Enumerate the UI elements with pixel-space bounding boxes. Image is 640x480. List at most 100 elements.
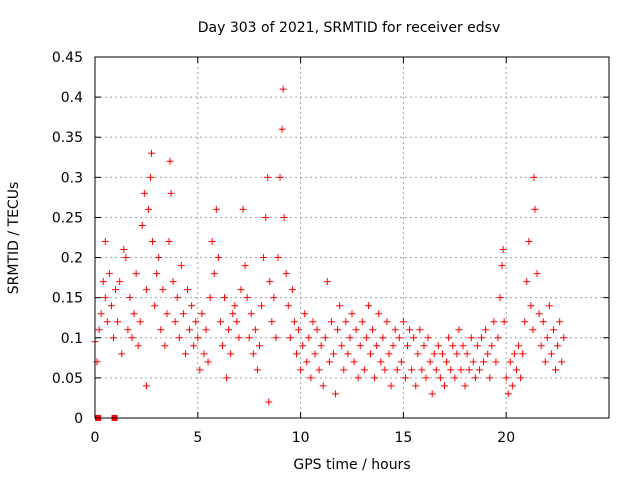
y-tick-label: 0.05 — [52, 371, 83, 387]
data-point — [463, 350, 471, 358]
data-point — [488, 342, 496, 350]
data-point — [354, 374, 362, 382]
data-point — [531, 205, 539, 213]
data-point — [241, 262, 249, 270]
data-point — [329, 350, 337, 358]
data-point — [235, 334, 243, 342]
data-point — [136, 318, 144, 326]
data-point — [278, 125, 286, 133]
data-point — [549, 326, 557, 334]
y-tick-label: 0 — [74, 411, 83, 427]
data-point — [272, 334, 280, 342]
data-point — [177, 262, 185, 270]
data-point — [148, 149, 156, 157]
data-point — [110, 334, 118, 342]
data-point — [401, 374, 409, 382]
data-point — [153, 270, 161, 278]
data-point — [301, 310, 309, 318]
data-point — [498, 262, 506, 270]
data-point — [192, 318, 200, 326]
data-point — [391, 326, 399, 334]
data-point — [321, 334, 329, 342]
data-point — [142, 286, 150, 294]
data-point — [327, 318, 335, 326]
y-tick-label: 0.2 — [61, 251, 83, 267]
data-point — [280, 213, 288, 221]
data-point — [299, 342, 307, 350]
data-point — [414, 350, 422, 358]
x-axis-label: GPS time / hours — [293, 457, 410, 473]
data-point — [535, 310, 543, 318]
data-point — [221, 294, 229, 302]
data-point — [208, 238, 216, 246]
y-tick-labels: 0 0.05 0.1 0.15 0.2 0.25 0.3 0.35 0.4 0.45 — [52, 50, 83, 427]
data-point — [303, 358, 311, 366]
data-point — [186, 326, 194, 334]
data-point — [379, 334, 387, 342]
data-point — [459, 342, 467, 350]
data-point — [461, 382, 469, 390]
data-point — [554, 342, 562, 350]
data-point — [443, 358, 451, 366]
data-point — [276, 173, 284, 181]
data-point — [367, 350, 375, 358]
data-point — [482, 326, 490, 334]
y-tick-label: 0.3 — [61, 170, 83, 186]
data-point — [529, 326, 537, 334]
data-point — [313, 326, 321, 334]
data-point — [249, 350, 257, 358]
data-point — [239, 205, 247, 213]
data-point — [504, 390, 512, 398]
data-point — [373, 342, 381, 350]
data-point — [210, 270, 218, 278]
data-point — [338, 342, 346, 350]
data-point — [140, 189, 148, 197]
data-point — [157, 326, 165, 334]
data-point — [319, 382, 327, 390]
data-point — [315, 366, 323, 374]
data-point — [194, 334, 202, 342]
data-point — [451, 374, 459, 382]
data-point — [530, 173, 538, 181]
data-point — [223, 374, 231, 382]
data-point — [432, 366, 440, 374]
data-point — [496, 294, 504, 302]
data-point — [95, 326, 103, 334]
data-point — [251, 326, 259, 334]
data-point — [159, 286, 167, 294]
data-point — [453, 350, 461, 358]
data-point — [494, 334, 502, 342]
data-point — [120, 246, 128, 254]
data-point — [541, 358, 549, 366]
data-point — [103, 318, 111, 326]
data-point — [478, 334, 486, 342]
data-point — [332, 390, 340, 398]
data-point — [467, 334, 475, 342]
data-point — [268, 318, 276, 326]
data-point — [311, 350, 319, 358]
data-point — [500, 318, 508, 326]
data-point — [166, 157, 174, 165]
data-point — [436, 374, 444, 382]
data-point — [227, 350, 235, 358]
data-point — [525, 238, 533, 246]
data-point — [144, 205, 152, 213]
data-point — [552, 366, 560, 374]
data-point — [537, 342, 545, 350]
data-point — [519, 350, 527, 358]
data-point — [198, 310, 206, 318]
data-point — [243, 294, 251, 302]
axis-ticks — [94, 56, 609, 419]
data-point — [124, 326, 132, 334]
data-point — [364, 302, 372, 310]
data-point — [457, 366, 465, 374]
data-point — [502, 374, 510, 382]
data-point — [122, 254, 130, 262]
data-point — [545, 302, 553, 310]
data-point — [490, 318, 498, 326]
data-point — [225, 326, 233, 334]
data-point — [138, 221, 146, 229]
data-point — [410, 334, 418, 342]
data-point — [492, 358, 500, 366]
data-point — [465, 366, 473, 374]
